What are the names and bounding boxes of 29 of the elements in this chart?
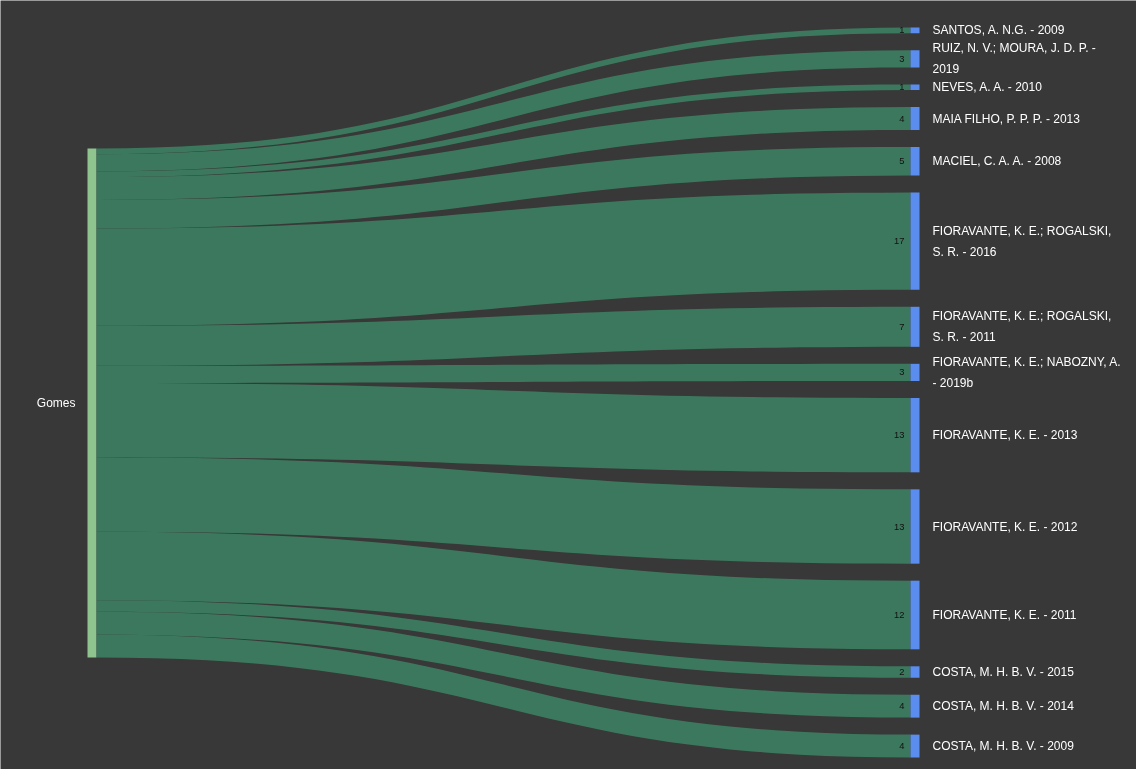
category-label: FIORAVANTE, K. E. - 2013 xyxy=(932,428,1078,443)
category-label: FIORAVANTE, K. E.; NABOZNY, A. - 2019b xyxy=(932,354,1121,390)
category-label: COSTA, M. H. B. V. - 2015 xyxy=(932,665,1075,680)
data-label: 13 xyxy=(894,430,905,441)
data-label: 3 xyxy=(899,53,905,64)
category-label: FIORAVANTE, K. E.; ROGALSKI, S. R. - 2016 xyxy=(932,223,1112,259)
data-label: 4 xyxy=(899,701,905,712)
category-label: SANTOS, A. N.G. - 2009 xyxy=(932,23,1065,38)
series-label: Gomes xyxy=(36,396,76,410)
data-label: 2 xyxy=(899,667,905,678)
data-label: 12 xyxy=(894,609,905,620)
data-label: 4 xyxy=(899,741,905,752)
category-label: RUIZ, N. V.; MOURA, J. D. P. - 2019 xyxy=(932,41,1096,77)
category-label: MACIEL, C. A. A. - 2008 xyxy=(932,154,1062,169)
category-label: COSTA, M. H. B. V. - 2009 xyxy=(932,739,1075,754)
category-label: FIORAVANTE, K. E. - 2012 xyxy=(932,519,1078,534)
category-label: COSTA, M. H. B. V. - 2014 xyxy=(932,699,1075,714)
category-label: MAIA FILHO, P. P. P. - 2013 xyxy=(932,111,1081,126)
data-label: 1 xyxy=(899,25,905,36)
data-label: 4 xyxy=(899,113,905,124)
category-label: NEVES, A. A. - 2010 xyxy=(932,80,1043,95)
data-label: 3 xyxy=(899,367,905,378)
category-label: FIORAVANTE, K. E. - 2011 xyxy=(932,607,1077,622)
data-label: 1 xyxy=(899,82,905,93)
category-label: FIORAVANTE, K. E.; ROGALSKI, S. R. - 2011 xyxy=(932,309,1112,345)
data-label: 7 xyxy=(899,321,905,332)
data-label: 13 xyxy=(894,521,905,532)
data-label: 5 xyxy=(899,156,905,167)
data-label: 17 xyxy=(894,236,905,247)
